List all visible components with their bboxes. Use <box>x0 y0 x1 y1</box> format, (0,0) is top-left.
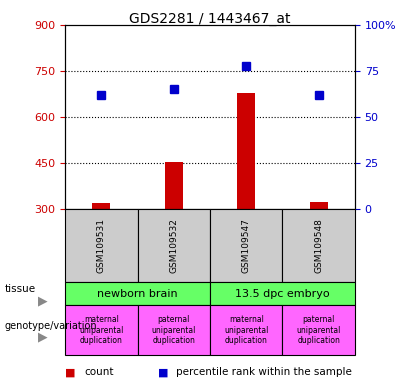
Text: GSM109531: GSM109531 <box>97 218 106 273</box>
Text: count: count <box>84 367 113 377</box>
Text: newborn brain: newborn brain <box>97 289 178 299</box>
Text: paternal
uniparental
duplication: paternal uniparental duplication <box>152 315 196 345</box>
Text: GSM109547: GSM109547 <box>242 218 251 273</box>
Text: GSM109532: GSM109532 <box>169 218 178 273</box>
Bar <box>92 203 110 209</box>
Bar <box>237 93 255 209</box>
Text: genotype/variation: genotype/variation <box>4 321 97 331</box>
Text: tissue: tissue <box>4 284 35 294</box>
Text: ▶: ▶ <box>38 294 47 307</box>
Bar <box>165 162 183 209</box>
Text: paternal
uniparental
duplication: paternal uniparental duplication <box>297 315 341 345</box>
Text: 13.5 dpc embryo: 13.5 dpc embryo <box>235 289 330 299</box>
Text: maternal
uniparental
duplication: maternal uniparental duplication <box>224 315 268 345</box>
Text: GSM109548: GSM109548 <box>314 218 323 273</box>
Text: percentile rank within the sample: percentile rank within the sample <box>176 367 352 377</box>
Text: ■: ■ <box>65 367 76 377</box>
Text: ▶: ▶ <box>38 331 47 344</box>
Text: GDS2281 / 1443467_at: GDS2281 / 1443467_at <box>129 12 291 26</box>
Text: ■: ■ <box>158 367 168 377</box>
Bar <box>310 202 328 209</box>
Text: maternal
uniparental
duplication: maternal uniparental duplication <box>79 315 123 345</box>
